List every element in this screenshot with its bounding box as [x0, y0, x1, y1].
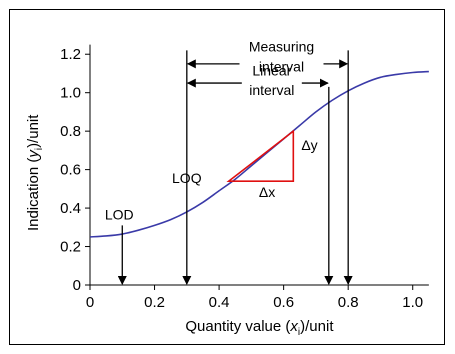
y-axis-title-var: y — [25, 149, 42, 159]
x-axis-title-sub: i — [298, 327, 300, 338]
series-line-0 — [89, 70, 429, 238]
y-tick-label: 1.0 — [60, 85, 81, 102]
y-axis-title-sub: i — [34, 148, 45, 150]
curve-layer — [89, 70, 429, 238]
y-tick-label: 0.2 — [60, 239, 81, 256]
markers-layer: LOD LOQ — [105, 50, 353, 285]
x-tick-label: 1.0 — [402, 294, 423, 311]
x-axis-title-var: x — [289, 318, 298, 335]
y-tick-label: 1.2 — [60, 46, 81, 63]
y-tick-label: 0.4 — [60, 200, 81, 217]
axes: 0 0.2 0.4 0.6 0.8 1.0 1.2 0 0.2 0.4 0.6 0.8 1.0 Quant… — [25, 44, 429, 338]
delta-x-label: Δx — [259, 184, 275, 200]
slope-triangle-layer: Δx Δy — [226, 129, 318, 200]
y-axis-title-unit: )/unit — [25, 114, 42, 148]
interval-label-1-0: Linear — [252, 63, 291, 79]
x-tick-label: 0.2 — [144, 294, 165, 311]
marker-label-loq: LOQ — [172, 170, 202, 186]
x-axis-title: Quantity value (xi)/unit — [185, 318, 334, 338]
y-tick-label: 0.8 — [60, 123, 81, 140]
x-tick-label: 0 — [86, 294, 94, 311]
x-axis-title-part: Quantity value ( — [185, 318, 290, 335]
y-axis-title: Indication (yi)/unit — [25, 114, 45, 231]
x-axis-title-unit: )/unit — [300, 318, 334, 335]
chart-frame — [9, 9, 445, 345]
x-tick-label: 0.4 — [209, 294, 230, 311]
y-tick-label: 0 — [73, 277, 81, 294]
x-tick-label: 0.6 — [273, 294, 294, 311]
y-axis-title-part: Indication ( — [25, 158, 42, 231]
x-tick-label: 0.8 — [338, 294, 359, 311]
marker-label-lod: LOD — [105, 207, 134, 223]
slope-triangle — [226, 129, 295, 182]
delta-y-label: Δy — [301, 137, 317, 153]
y-tick-label: 0.6 — [60, 162, 81, 179]
interval-label-0-0: Measuring — [249, 39, 314, 55]
interval-label-1-1: interval — [249, 82, 294, 98]
interval-label-0-1: interval — [259, 59, 304, 75]
